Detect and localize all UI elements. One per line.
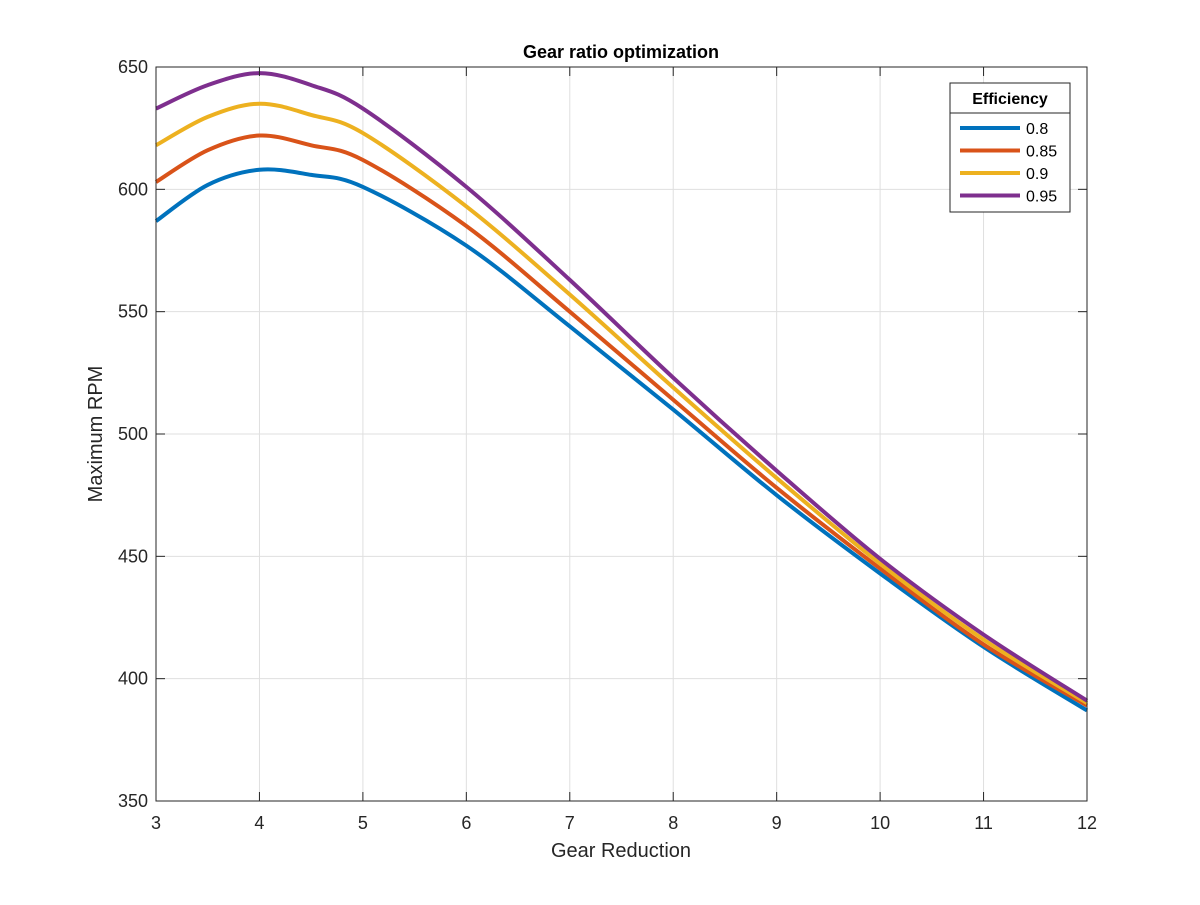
- x-tick-label: 11: [974, 813, 993, 833]
- x-tick-label: 8: [668, 813, 678, 833]
- series-line-0.8: [154, 167, 1089, 713]
- legend: Efficiency 0.8 0.85 0.9 0.95: [949, 82, 1071, 213]
- x-tick-label: 7: [565, 813, 575, 833]
- y-tick-label: 500: [118, 424, 148, 444]
- y-tick-label: 550: [118, 302, 148, 322]
- legend-entry: 0.9: [1026, 166, 1048, 183]
- y-tick-label: 650: [118, 57, 148, 77]
- series-line-0.9: [155, 101, 1089, 705]
- series-line-0.95: [155, 71, 1089, 703]
- x-tick-label: 5: [358, 813, 368, 833]
- y-axis: 350 400 450 500 550 600 650: [118, 57, 1087, 811]
- x-axis: 3 4 5 6 7 8 9 10 11 12: [151, 67, 1097, 833]
- y-tick-label: 350: [118, 791, 148, 811]
- legend-entry: 0.95: [1026, 189, 1057, 206]
- x-tick-label: 4: [254, 813, 264, 833]
- y-axis-label: Maximum RPM: [85, 366, 107, 503]
- y-tick-label: 450: [118, 546, 148, 566]
- grid: [155, 66, 1088, 802]
- chart-title: Gear ratio optimization: [523, 42, 719, 62]
- y-tick-label: 600: [118, 179, 148, 199]
- x-tick-label: 12: [1077, 813, 1097, 833]
- x-tick-label: 6: [461, 813, 471, 833]
- legend-entry: 0.8: [1026, 121, 1048, 138]
- x-tick-label: 10: [870, 813, 890, 833]
- legend-entry: 0.85: [1026, 144, 1057, 161]
- x-axis-label: Gear Reduction: [551, 840, 691, 862]
- legend-box: [949, 82, 1071, 213]
- x-tick-label: 9: [772, 813, 782, 833]
- x-tick-label: 3: [151, 813, 161, 833]
- series-line-0.85: [154, 133, 1089, 708]
- legend-title: Efficiency: [972, 91, 1048, 108]
- y-tick-label: 400: [118, 669, 148, 689]
- series-lines: [154, 71, 1089, 713]
